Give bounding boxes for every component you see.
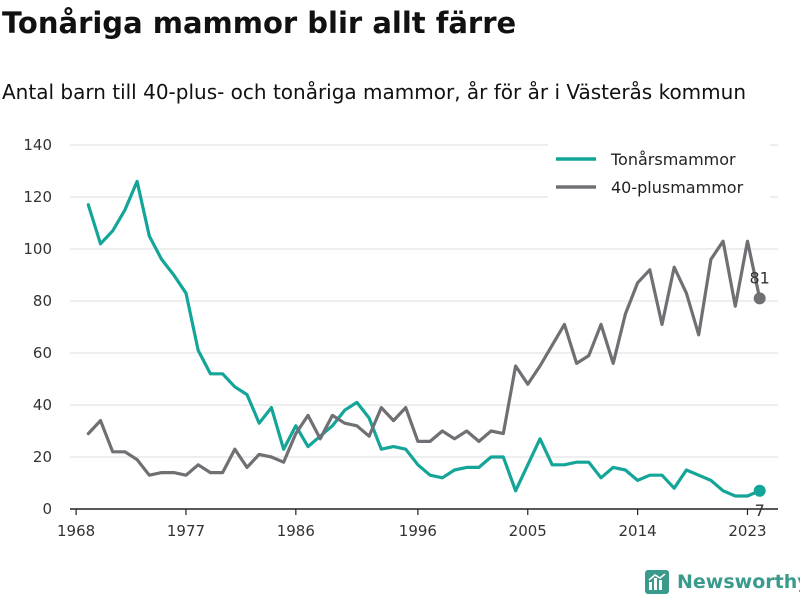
legend-box [548, 142, 770, 212]
x-tick-label: 2014 [619, 522, 657, 540]
series-line-teen [86, 179, 762, 498]
newsworthy-logo-icon [645, 570, 669, 594]
y-tick-label: 120 [23, 188, 52, 206]
x-tick-label: 1986 [277, 522, 315, 540]
y-tick-label: 20 [33, 448, 52, 466]
x-tick-label: 1996 [399, 522, 437, 540]
y-tick-label: 140 [23, 136, 52, 154]
legend-label: 40-plusmammor [611, 178, 744, 197]
end-marker-forty [753, 292, 766, 305]
chart-subtitle: Antal barn till 40-plus- och tonåriga ma… [2, 80, 746, 104]
series-points-teen [87, 180, 762, 498]
brand-name: Newsworthy [677, 571, 800, 593]
legend-label: Tonårsmammor [610, 150, 736, 169]
x-tick-label: 1977 [167, 522, 205, 540]
end-marker-teen [753, 484, 766, 497]
end-label: 7 [755, 501, 765, 520]
y-tick-label: 80 [33, 292, 52, 310]
y-tick-label: 0 [42, 500, 52, 518]
line-chart: 0 20 40 60 80 100 120 140 1968 1977 1986 1996 2005 20… [23, 136, 778, 540]
y-tick-label: 40 [33, 396, 52, 414]
end-label: 81 [750, 268, 770, 287]
x-tick-label: 2005 [509, 522, 547, 540]
newsworthy-brand: Newsworthy [645, 570, 800, 594]
x-tick-label: 2023 [728, 522, 766, 540]
y-tick-label: 60 [33, 344, 52, 362]
x-tick-label: 1968 [57, 522, 95, 540]
chart-title: Tonåriga mammor blir allt färre [2, 6, 517, 40]
y-tick-label: 100 [23, 240, 52, 258]
series-line-forty [86, 239, 762, 477]
